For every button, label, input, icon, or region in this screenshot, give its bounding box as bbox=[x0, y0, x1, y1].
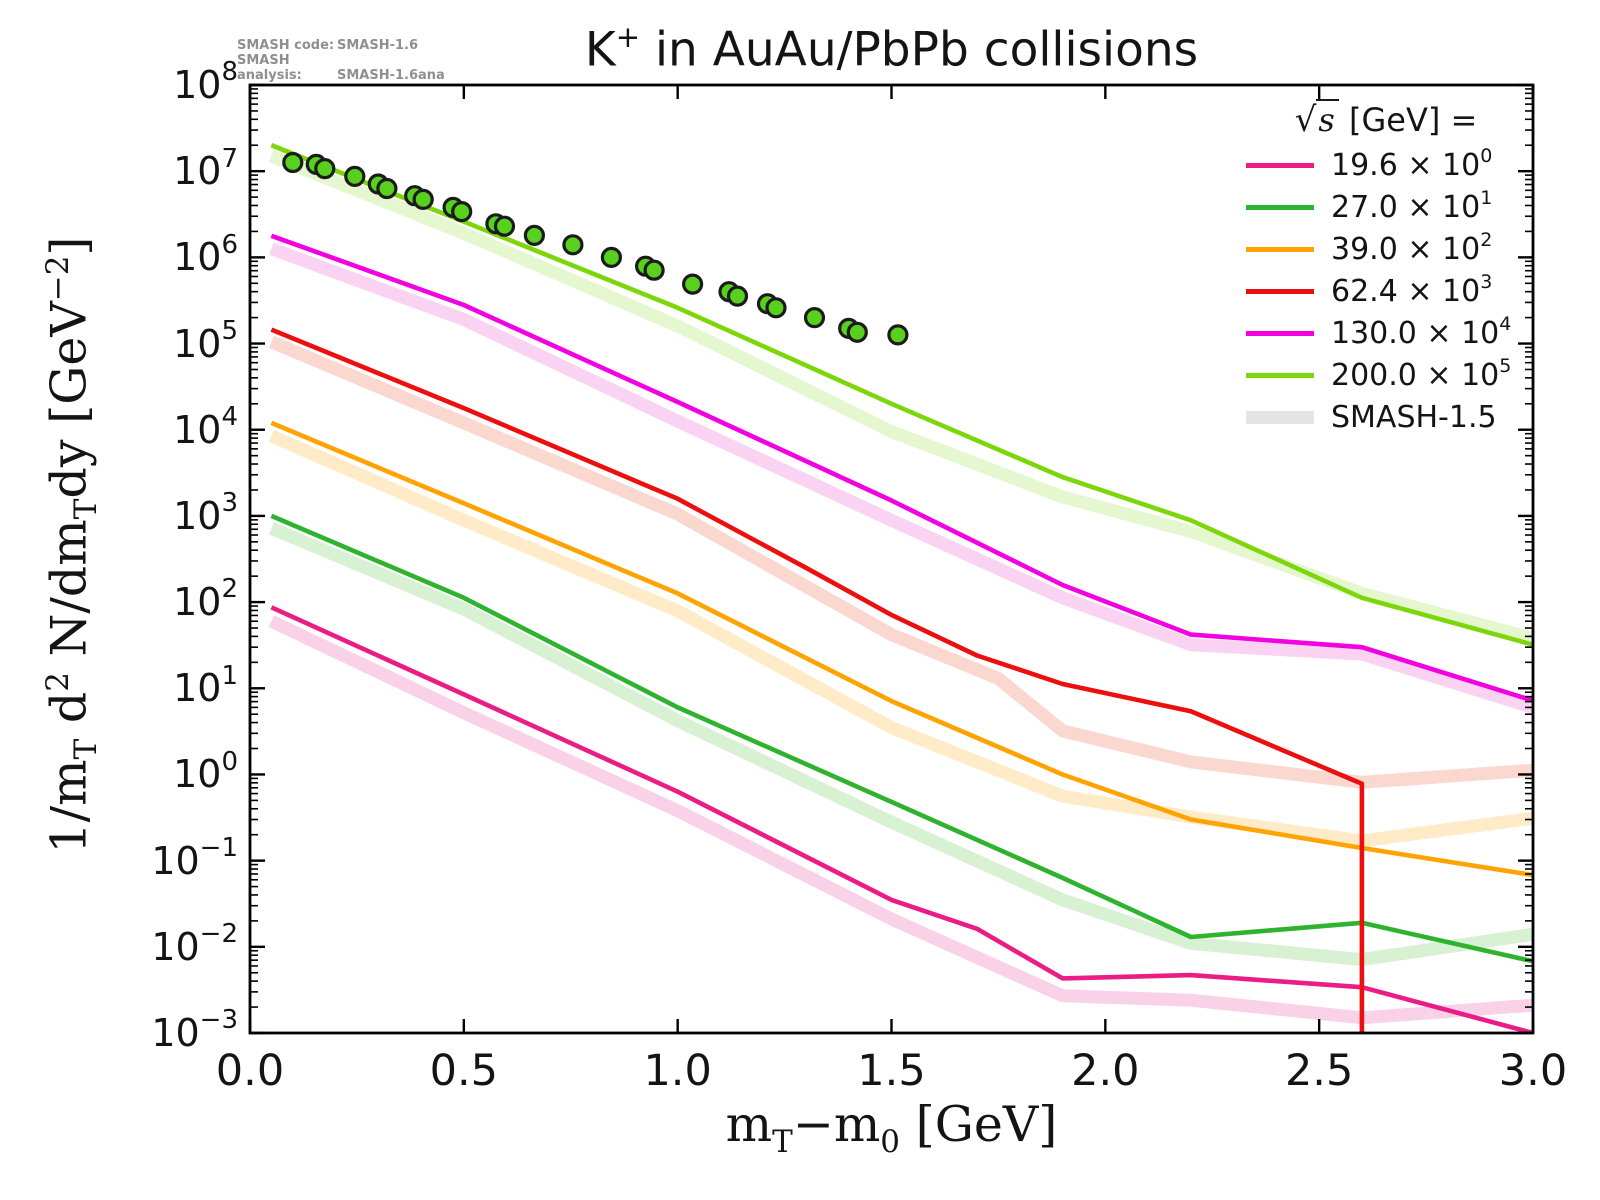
y-tick-label: 100 bbox=[173, 746, 238, 797]
legend-entry-200.0: 200.0 × 105 bbox=[1200, 354, 1572, 396]
legend-entry-39.0: 39.0 × 102 bbox=[1200, 228, 1572, 270]
y-tick-label: 106 bbox=[173, 229, 238, 280]
data-point bbox=[412, 188, 434, 210]
smash-version-annotation: SMASH code: SMASH-1.6 SMASH analysis: SMAS… bbox=[237, 38, 445, 83]
data-point bbox=[681, 273, 704, 295]
legend-line-swatch bbox=[1246, 162, 1314, 168]
legend-entry-label: 130.0 × 104 bbox=[1331, 313, 1512, 351]
legend-entry-smash15: SMASH-1.5 bbox=[1200, 396, 1572, 438]
annotation-line1: SMASH code: SMASH-1.6 bbox=[237, 38, 419, 53]
legend-line-swatch bbox=[1246, 288, 1314, 294]
y-tick-label: 104 bbox=[173, 402, 238, 452]
y-tick-label: 101 bbox=[173, 660, 238, 711]
data-point bbox=[726, 285, 749, 307]
legend-entry-label: SMASH-1.5 bbox=[1331, 399, 1497, 435]
legend-line-swatch bbox=[1246, 372, 1314, 378]
series-line-130 bbox=[270, 233, 1533, 703]
sqrt-icon: √ bbox=[1294, 100, 1317, 140]
legend-entries: 19.6 × 100 27.0 × 101 39.0 × 102 62.4 × 103… bbox=[1200, 144, 1572, 438]
data-point bbox=[451, 201, 473, 223]
legend-entry-19.6: 19.6 × 100 bbox=[1200, 144, 1572, 186]
band-smash15-39 bbox=[268, 429, 1533, 848]
y-tick-label: 102 bbox=[173, 574, 238, 625]
legend-entry-130.0: 130.0 × 104 bbox=[1200, 312, 1572, 354]
x-axis-label: mT−m0 [GeV] bbox=[725, 1096, 1058, 1160]
series-line-27 bbox=[270, 513, 1533, 964]
x-tick-label: 1.0 bbox=[643, 1046, 712, 1096]
series-line-62.4 bbox=[270, 327, 1365, 1033]
band-smash15-62.4 bbox=[268, 335, 1533, 789]
legend-line-swatch bbox=[1246, 246, 1314, 252]
x-tick-label: 0.0 bbox=[215, 1046, 285, 1096]
legend-entry-label: 200.0 × 105 bbox=[1331, 355, 1512, 393]
series-line-19.6 bbox=[270, 605, 1533, 1033]
data-point bbox=[282, 151, 304, 174]
data-point bbox=[600, 246, 623, 268]
page-title: K+ in AuAu/PbPb collisions bbox=[584, 20, 1199, 78]
legend-entry-27.0: 27.0 × 101 bbox=[1200, 186, 1572, 228]
legend-entry-label: 62.4 × 103 bbox=[1331, 271, 1493, 309]
data-point bbox=[562, 234, 584, 256]
legend-entry-label: 19.6 × 100 bbox=[1331, 145, 1493, 183]
y-tick-label: 107 bbox=[173, 143, 238, 194]
y-tick-label: 108 bbox=[173, 57, 238, 107]
x-tick-label: 2.5 bbox=[1284, 1046, 1354, 1096]
band-smash15-19.6 bbox=[268, 615, 1533, 1025]
data-point bbox=[643, 259, 665, 281]
x-tick-label: 3.0 bbox=[1498, 1046, 1568, 1096]
series-line-200 bbox=[270, 143, 1533, 647]
x-tick-label: 1.5 bbox=[857, 1046, 926, 1096]
data-point bbox=[344, 165, 366, 187]
legend-line-swatch bbox=[1246, 204, 1314, 210]
legend-line-swatch bbox=[1246, 330, 1314, 336]
y-tick-label: 10−1 bbox=[151, 832, 238, 883]
y-tick-label: 103 bbox=[173, 488, 238, 538]
legend-title: √s [GeV] = bbox=[1294, 99, 1478, 140]
y-tick-label: 105 bbox=[173, 315, 238, 366]
data-point bbox=[765, 297, 787, 319]
band-smash15-27 bbox=[268, 522, 1533, 967]
series-line-39 bbox=[270, 420, 1533, 878]
annotation-line2: SMASH analysis: SMASH-1.6ana bbox=[237, 53, 445, 83]
data-point bbox=[803, 307, 826, 329]
legend-band-swatch bbox=[1246, 410, 1314, 424]
y-axis-label: 1/mT d2 N/dmTdy [GeV−2] bbox=[39, 236, 105, 854]
data-point bbox=[887, 324, 909, 346]
band-smash15-130 bbox=[269, 242, 1533, 714]
data-point bbox=[493, 215, 516, 237]
y-tick-label: 10−2 bbox=[151, 919, 238, 969]
x-tick-label: 0.5 bbox=[429, 1046, 499, 1096]
legend: √s [GeV] = 19.6 × 100 27.0 × 101 39.0 × 10… bbox=[1200, 96, 1572, 438]
legend-entry-label: 39.0 × 102 bbox=[1331, 229, 1493, 267]
data-point bbox=[846, 321, 868, 343]
data-point bbox=[523, 224, 546, 246]
legend-entry-label: 27.0 × 101 bbox=[1331, 187, 1493, 225]
data-point bbox=[376, 177, 398, 200]
legend-entry-62.4: 62.4 × 103 bbox=[1200, 270, 1572, 312]
y-tick-label: 10−3 bbox=[151, 1005, 238, 1055]
x-tick-label: 2.0 bbox=[1071, 1046, 1140, 1096]
data-point bbox=[314, 158, 336, 180]
